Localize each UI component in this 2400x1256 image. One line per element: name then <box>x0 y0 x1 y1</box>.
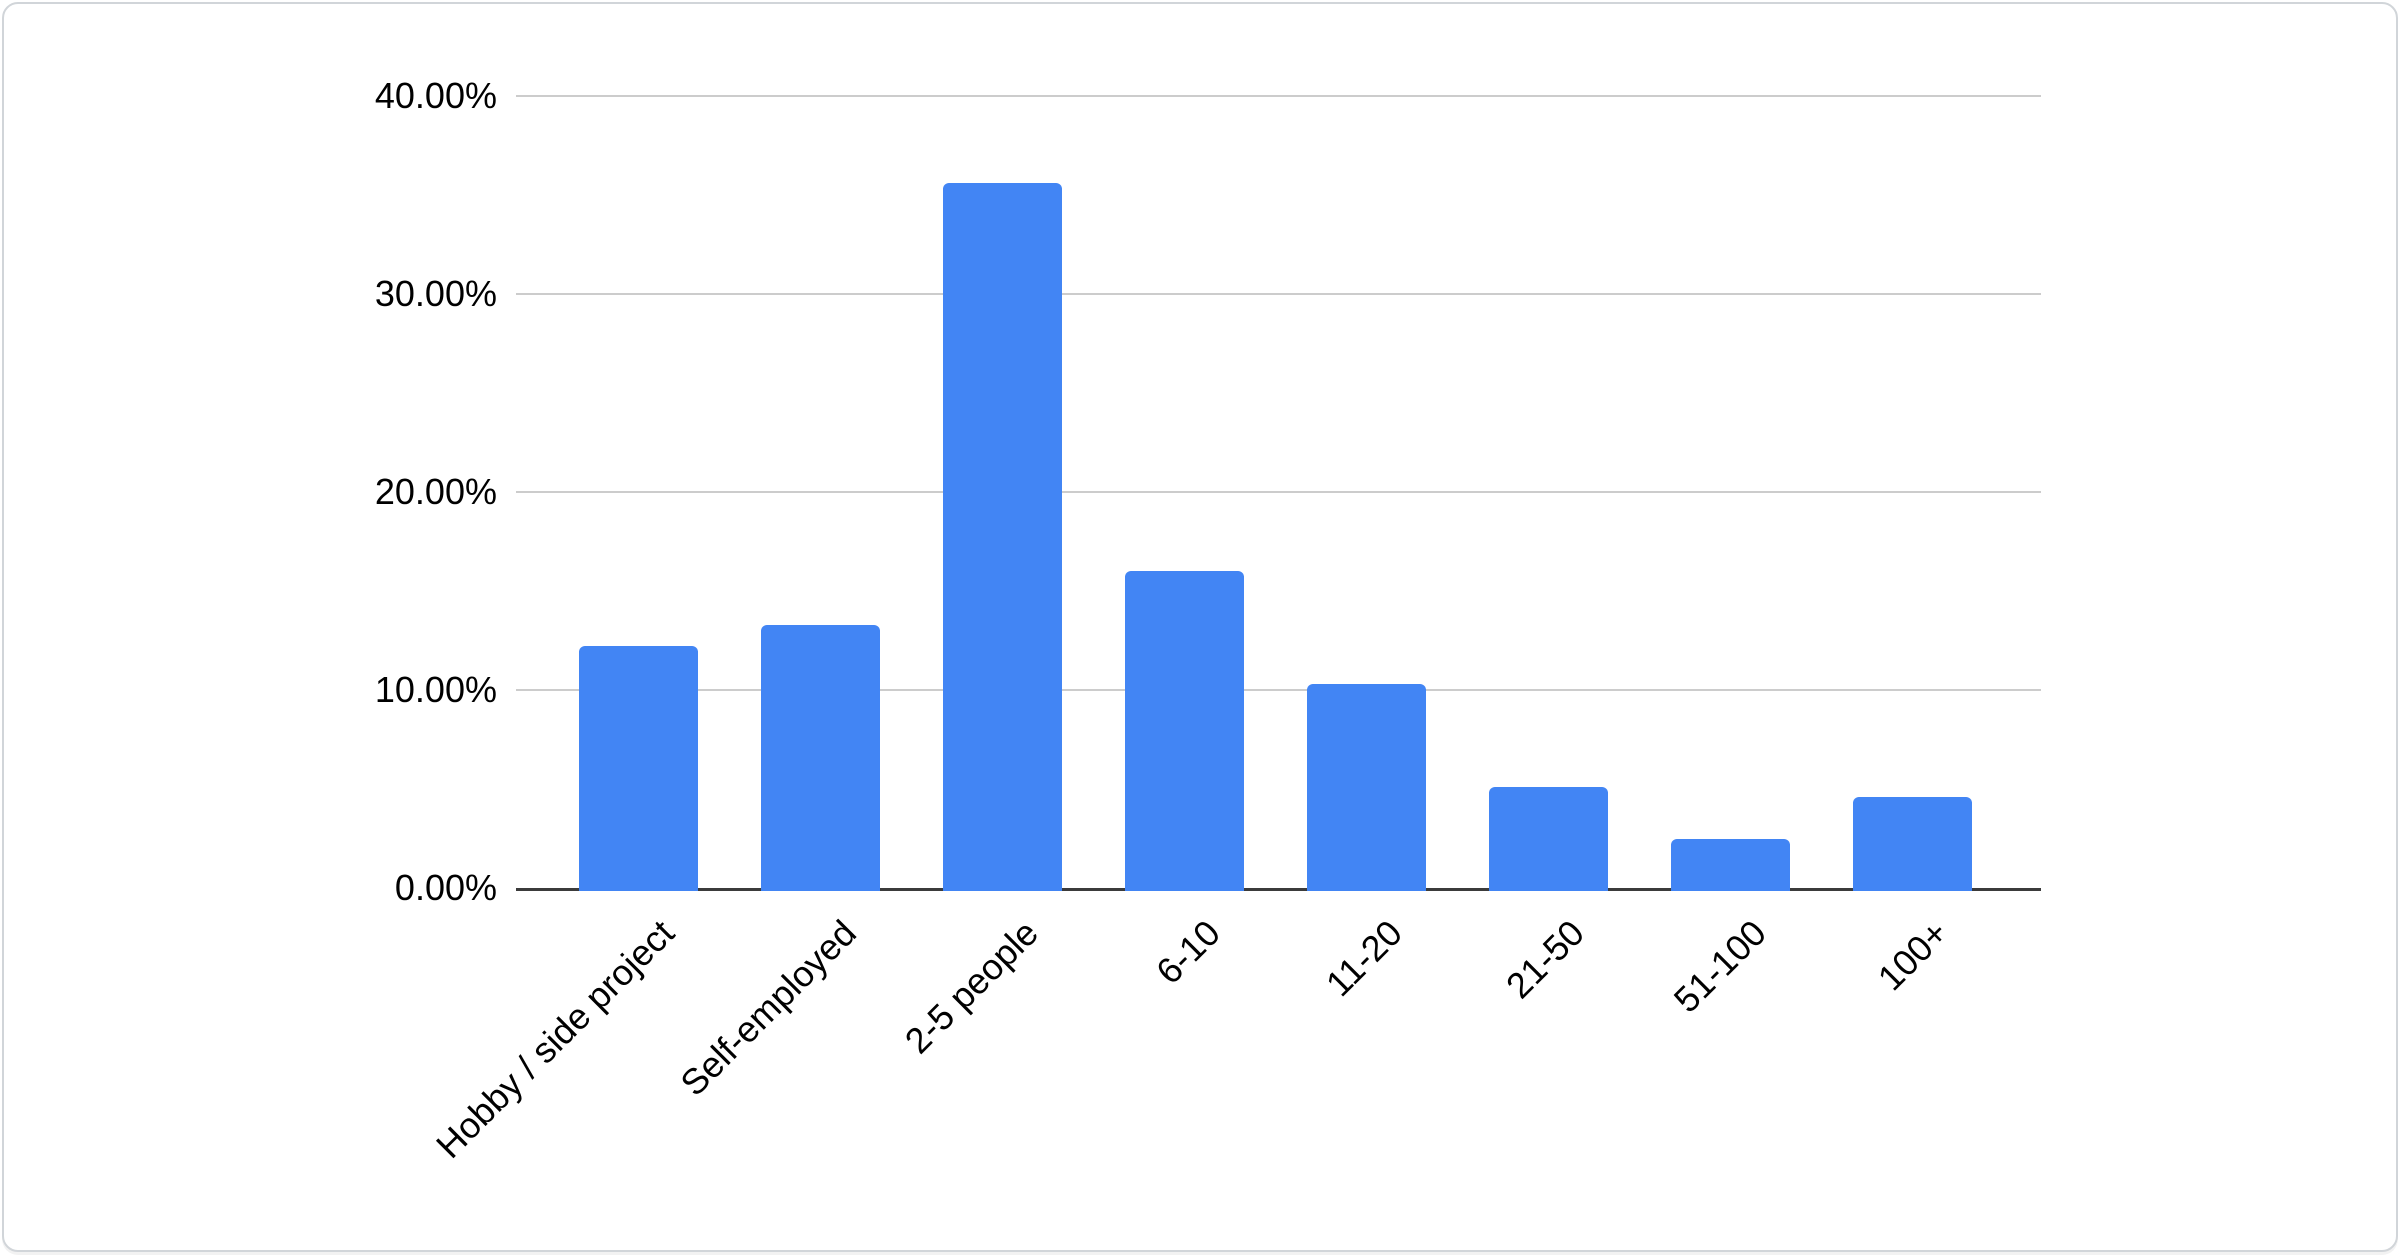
x-axis-label: Hobby / side project <box>428 912 682 1166</box>
y-axis-tick-label: 10.00% <box>374 669 497 710</box>
x-axis-label: 6-10 <box>1148 912 1228 992</box>
x-axis-label: 2-5 people <box>896 912 1046 1062</box>
x-axis-label: 21-50 <box>1497 912 1592 1007</box>
gridline <box>516 293 2041 295</box>
y-axis-tick-label: 0.00% <box>394 867 497 908</box>
y-axis-tick-label: 40.00% <box>374 75 497 116</box>
bar-11-20 <box>1306 684 1426 891</box>
gridline <box>516 491 2041 493</box>
y-axis-tick-label: 20.00% <box>374 471 497 512</box>
bar-51-100 <box>1670 838 1790 891</box>
gridline <box>516 95 2041 97</box>
y-axis-tick-label: 30.00% <box>374 273 497 314</box>
bar-self-employed <box>760 624 880 891</box>
x-axis-label: Self-employed <box>672 912 864 1104</box>
bar-hobby-side-project <box>578 646 698 891</box>
bar-2-5-people <box>942 183 1062 891</box>
bar-21-50 <box>1488 787 1608 891</box>
gridline <box>516 689 2041 691</box>
bar-100 <box>1852 796 1972 891</box>
x-axis-label: 51-100 <box>1665 912 1774 1021</box>
bar-6-10 <box>1124 571 1244 891</box>
x-axis-line <box>516 888 2041 891</box>
x-axis-label: 100+ <box>1869 912 1956 999</box>
x-axis-label: 11-20 <box>1317 912 1410 1005</box>
plot-area <box>516 95 2041 891</box>
